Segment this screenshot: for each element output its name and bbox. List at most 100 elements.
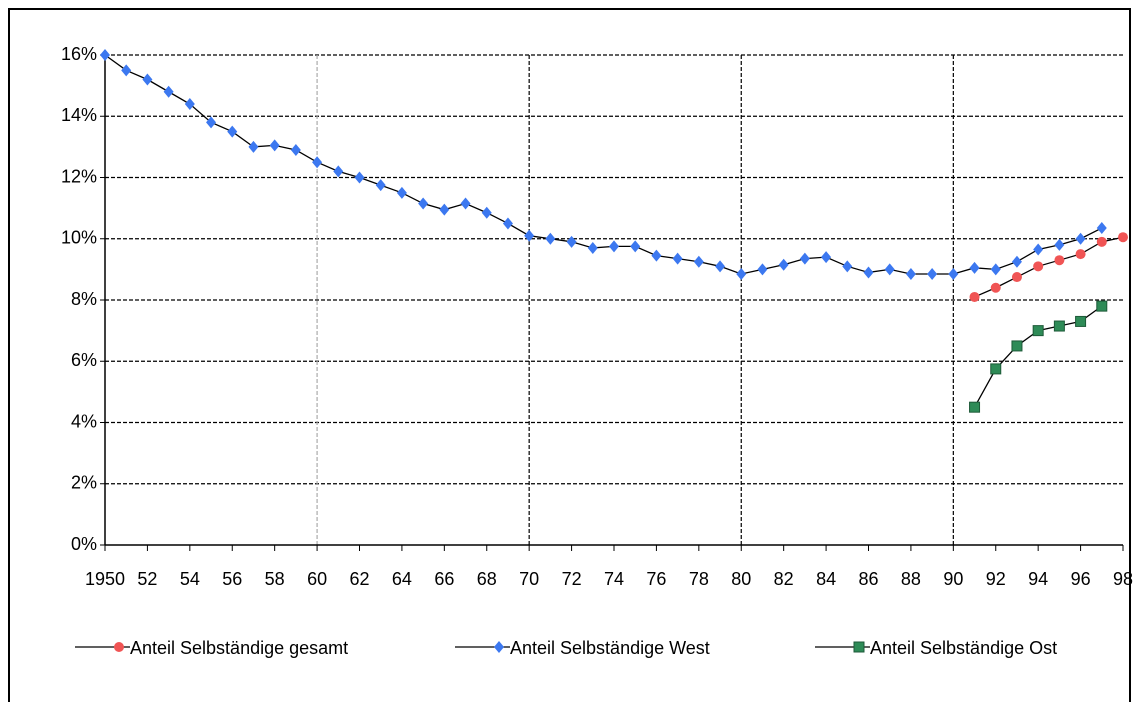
x-tick-label: 84 (816, 569, 836, 589)
x-tick-label: 90 (943, 569, 963, 589)
marker (609, 240, 619, 253)
marker (1032, 325, 1044, 337)
legend-marker (494, 641, 504, 653)
marker (1096, 300, 1108, 312)
x-tick-label: 86 (858, 569, 878, 589)
marker (1053, 320, 1065, 332)
legend-marker (853, 641, 865, 653)
x-tick-label: 62 (349, 569, 369, 589)
marker (884, 263, 895, 276)
marker (566, 235, 577, 248)
marker (948, 267, 959, 280)
marker (142, 73, 153, 86)
marker (439, 203, 450, 216)
marker (396, 186, 407, 199)
x-tick-label: 68 (477, 569, 497, 589)
marker (1033, 261, 1044, 272)
marker (990, 282, 1001, 293)
marker (927, 267, 938, 280)
marker (969, 291, 980, 302)
marker (1118, 232, 1128, 243)
x-tick-label: 54 (180, 569, 200, 589)
marker (1033, 243, 1044, 256)
marker (1054, 238, 1065, 251)
marker (121, 64, 132, 77)
x-tick-label: 78 (689, 569, 709, 589)
marker (502, 217, 513, 230)
marker (1011, 255, 1022, 268)
y-tick-label: 10% (61, 228, 97, 248)
marker (969, 261, 980, 274)
x-tick-label: 74 (604, 569, 624, 589)
marker (545, 232, 556, 245)
marker (269, 139, 280, 152)
x-tick-label: 80 (731, 569, 751, 589)
x-tick-label: 1950 (85, 569, 125, 589)
x-tick-label: 82 (774, 569, 794, 589)
x-tick-label: 52 (137, 569, 157, 589)
marker (1011, 272, 1022, 283)
y-tick-label: 6% (71, 350, 97, 370)
marker (1096, 236, 1107, 247)
marker (333, 165, 344, 178)
marker (460, 197, 471, 210)
x-tick-label: 58 (265, 569, 285, 589)
marker (990, 263, 1001, 276)
marker (1075, 249, 1086, 260)
marker (206, 116, 217, 129)
x-tick-label: 60 (307, 569, 327, 589)
marker (821, 251, 832, 264)
marker (693, 255, 704, 268)
legend-marker (114, 642, 124, 652)
y-tick-label: 14% (61, 105, 97, 125)
marker (312, 156, 323, 169)
marker (290, 143, 301, 156)
marker (715, 260, 726, 273)
marker (184, 98, 195, 110)
x-tick-label: 76 (646, 569, 666, 589)
series-line (104, 54, 1103, 275)
marker (1054, 255, 1065, 266)
y-tick-label: 0% (71, 534, 97, 554)
x-tick-label: 92 (986, 569, 1006, 589)
x-tick-label: 70 (519, 569, 539, 589)
marker (799, 252, 810, 265)
marker (672, 252, 683, 265)
x-tick-label: 94 (1028, 569, 1048, 589)
marker (524, 229, 535, 242)
legend-label: Anteil Selbständige gesamt (130, 638, 348, 658)
marker (1011, 340, 1023, 352)
marker (163, 85, 174, 98)
marker (969, 401, 981, 413)
marker (248, 140, 259, 153)
x-tick-label: 96 (1071, 569, 1091, 589)
marker (375, 179, 386, 192)
marker (778, 258, 789, 271)
y-tick-label: 12% (61, 166, 97, 186)
marker (418, 197, 429, 210)
marker (1075, 232, 1086, 245)
marker (1096, 222, 1107, 235)
marker (863, 266, 874, 279)
x-tick-label: 56 (222, 569, 242, 589)
marker (736, 267, 747, 280)
y-tick-label: 16% (61, 44, 97, 64)
marker (990, 363, 1002, 375)
y-tick-label: 4% (71, 411, 97, 431)
marker (587, 241, 598, 254)
x-tick-label: 88 (901, 569, 921, 589)
marker (100, 49, 110, 61)
marker (354, 171, 365, 184)
marker (757, 263, 768, 276)
x-tick-label: 72 (562, 569, 582, 589)
x-tick-label: 98 (1113, 569, 1133, 589)
y-tick-label: 2% (71, 473, 97, 493)
legend-label: Anteil Selbständige West (510, 638, 710, 658)
x-tick-label: 66 (434, 569, 454, 589)
marker (842, 260, 853, 273)
marker (630, 240, 641, 253)
y-tick-label: 8% (71, 289, 97, 309)
chart-border (8, 8, 1131, 702)
marker (651, 249, 662, 262)
